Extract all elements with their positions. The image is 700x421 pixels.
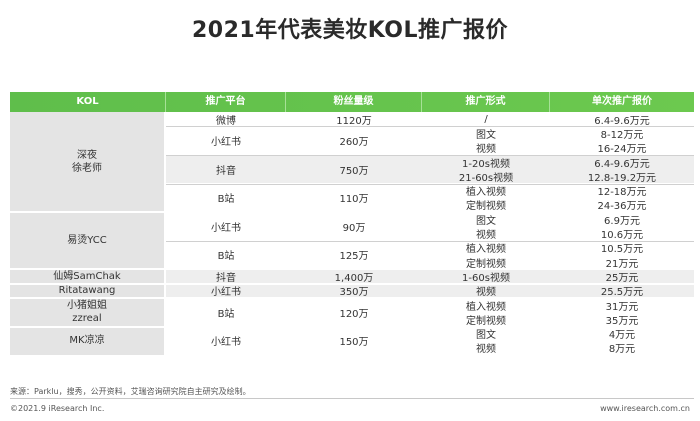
row-divider (166, 240, 694, 242)
fans-cell: 350万 (339, 287, 369, 299)
group-divider (10, 268, 694, 271)
platform-cell: 小红书 (211, 137, 241, 149)
fans-cell: 260万 (339, 137, 369, 149)
promo-form-cell: 视频 (476, 344, 496, 356)
platform-cell: B站 (217, 308, 235, 320)
group-divider (10, 296, 694, 299)
row-highlight (166, 283, 694, 298)
kol-name-cell: MK凉凉 (10, 326, 166, 356)
website-text: www.iresearch.com.cn (600, 404, 690, 413)
promo-form-cell: 视频 (476, 287, 496, 299)
platform-cell: 小红书 (211, 337, 241, 349)
promo-form-cell: 图文 (476, 330, 496, 342)
promo-form-cell: 1-60s视频 (462, 272, 510, 284)
price-cell: 10.5万元 (600, 244, 644, 256)
platform-cell: 微博 (216, 115, 236, 127)
fans-cell: 125万 (339, 251, 369, 263)
table-header: KOL 推广平台 粉丝量级 推广形式 单次推广报价 (10, 92, 694, 112)
fans-cell: 150万 (339, 337, 369, 349)
price-cell: 12-18万元 (597, 187, 647, 199)
fans-cell: 90万 (342, 222, 366, 234)
row-divider (166, 154, 694, 156)
kol-price-table: 深夜 徐老师 微博 1120万/6.4-9.6万元 小红书 260万 图文 8-12万元 视频 1… (10, 112, 694, 356)
fans-cell: 750万 (339, 165, 369, 177)
copyright-text: ©2021.9 iResearch Inc. (10, 404, 105, 413)
source-note: 来源：Parklu，搜秀，公开资料，艾瑞咨询研究院自主研究及绘制。 (10, 387, 251, 396)
fans-cell: 1120万 (336, 115, 372, 127)
promo-form-cell: 定制视频 (466, 258, 506, 270)
header-fans: 粉丝量级 (286, 92, 422, 112)
price-cell: 8万元 (608, 344, 636, 356)
platform-cell: 小红书 (211, 287, 241, 299)
promo-form-cell: 植入视频 (466, 244, 506, 256)
row-highlight (166, 269, 694, 284)
group-divider (10, 211, 694, 214)
header-price: 单次推广报价 (592, 96, 652, 107)
price-cell: 21万元 (605, 258, 639, 270)
price-cell: 35万元 (605, 315, 639, 327)
price-cell: 16-24万元 (597, 144, 647, 156)
promo-form-cell: 1-20s视频 (462, 158, 510, 170)
promo-form-cell: 21-60s视频 (458, 172, 514, 184)
price-cell: 25万元 (605, 272, 639, 284)
platform-cell: 抖音 (216, 272, 236, 284)
price-cell: 6.4-9.6万元 (594, 158, 650, 170)
price-cell: 6.4-9.6万元 (594, 115, 650, 127)
fans-cell: 1,400万 (334, 272, 374, 284)
group-divider (10, 282, 694, 285)
kol-name-cell: 小猪姐姐 zzreal (10, 297, 166, 327)
kol-name-cell: Ritatawang (10, 283, 166, 298)
price-cell: 31万元 (605, 301, 639, 313)
header-kol: KOL (10, 92, 166, 112)
price-cell: 10.6万元 (600, 230, 644, 242)
price-cell: 25.5万元 (600, 287, 644, 299)
row-highlight (166, 154, 694, 170)
promo-form-cell: 图文 (476, 215, 496, 227)
kol-name-cell: 仙姆SamChak (10, 269, 166, 284)
fans-cell: 120万 (339, 308, 369, 320)
price-cell: 24-36万元 (597, 201, 647, 213)
row-divider (166, 126, 694, 128)
price-cell: 4万元 (608, 330, 636, 342)
platform-cell: 抖音 (216, 165, 236, 177)
promo-form-cell: 植入视频 (466, 187, 506, 199)
promo-form-cell: 视频 (476, 144, 496, 156)
fans-cell: 110万 (339, 194, 369, 206)
footer-divider (10, 398, 694, 399)
platform-cell: B站 (217, 251, 235, 263)
platform-cell: B站 (217, 194, 235, 206)
price-cell: 8-12万元 (600, 129, 644, 141)
row-highlight (166, 169, 694, 184)
promo-form-cell: 定制视频 (466, 201, 506, 213)
promo-form-cell: 视频 (476, 230, 496, 242)
promo-form-cell: 定制视频 (466, 315, 506, 327)
kol-name-cell: 易烫YCC (10, 212, 166, 270)
header-platform: 推广平台 (166, 92, 286, 112)
row-divider (166, 183, 694, 185)
promo-form-cell: 植入视频 (466, 301, 506, 313)
page-title: 2021年代表美妆KOL推广报价 (191, 18, 508, 43)
price-cell: 12.8-19.2万元 (587, 172, 657, 184)
promo-form-cell: / (484, 113, 488, 125)
kol-name-cell: 深夜 徐老师 (10, 112, 166, 213)
header-form: 推广形式 (422, 92, 550, 112)
promo-form-cell: 图文 (476, 129, 496, 141)
price-cell: 6.9万元 (604, 215, 640, 227)
platform-cell: 小红书 (211, 222, 241, 234)
group-divider (10, 325, 694, 328)
